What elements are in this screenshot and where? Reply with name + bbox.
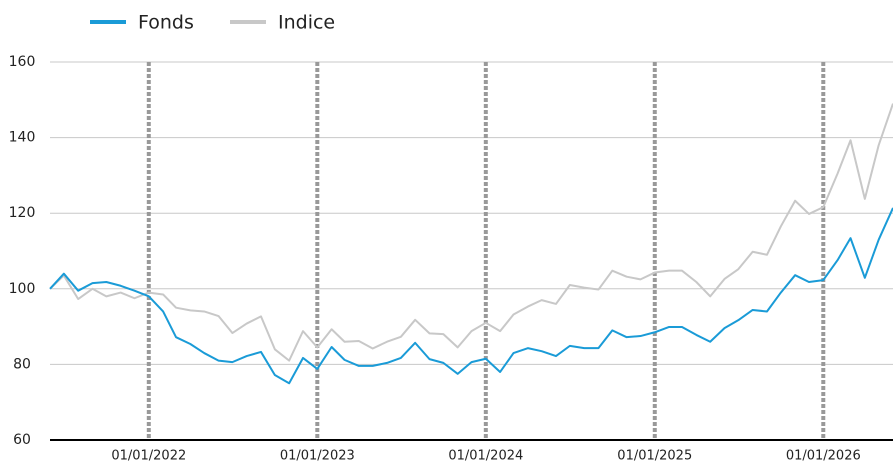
x-tick-label: 01/01/2022 — [111, 449, 186, 464]
y-tick-label: 140 — [9, 130, 36, 146]
legend-label: Fonds — [138, 12, 194, 34]
line-1 — [49, 103, 893, 362]
x-tick-label: 01/01/2026 — [786, 449, 861, 464]
y-tick-label: 80 — [13, 356, 31, 372]
y-tick-label: 60 — [13, 432, 31, 448]
y-tick-label: 160 — [9, 54, 36, 70]
x-tick-label: 01/01/2025 — [617, 449, 692, 464]
y-tick-label: 120 — [9, 205, 36, 221]
y-tick-label: 100 — [9, 281, 36, 297]
x-tick-label: 01/01/2024 — [448, 449, 523, 464]
legend-label: Indice — [278, 12, 335, 34]
x-tick-label: 01/01/2023 — [280, 449, 355, 464]
line-0 — [49, 207, 893, 385]
